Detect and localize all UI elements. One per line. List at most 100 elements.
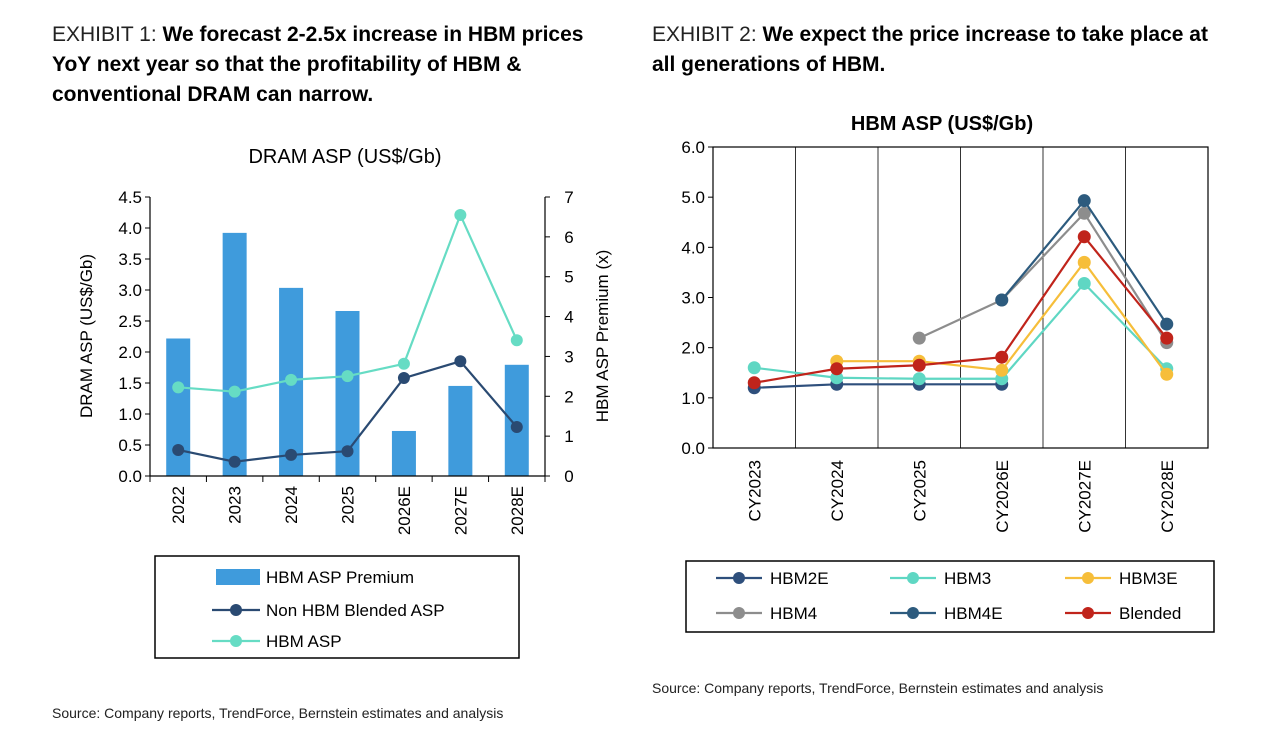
- legend-swatch-dot-hbm-asp: [230, 635, 242, 647]
- point-blended-cy2027e: [1077, 230, 1091, 244]
- exhibit2-heading: EXHIBIT 2: We expect the price increase …: [652, 20, 1232, 80]
- point-hbm-asp-2028e: [510, 334, 523, 347]
- series-line-hbm3: [754, 281, 1168, 380]
- chart2-y-tick-label: 1.0: [681, 389, 705, 408]
- legend-swatch-dot-hbm3: [907, 572, 919, 584]
- legend-label-hbm4e: HBM4E: [944, 604, 1003, 623]
- chart2-y-tick-label: 5.0: [681, 188, 705, 207]
- legend-label-hbm-asp: HBM ASP: [266, 632, 342, 651]
- exhibit1-label: EXHIBIT 1:: [52, 23, 163, 46]
- legend-swatch-dot-hbm3e: [1082, 572, 1094, 584]
- exhibit2-source: Source: Company reports, TrendForce, Ber…: [652, 680, 1104, 696]
- point-non-hbm-blended-asp-2024: [285, 448, 298, 461]
- point-non-hbm-blended-asp-2026e: [397, 372, 410, 385]
- chart1-y-tick-label: 0.0: [118, 467, 142, 486]
- chart2-x-tick-label: CY2025: [910, 460, 929, 521]
- point-hbm4e-cy2028e: [1160, 317, 1174, 331]
- exhibit2-title: We expect the price increase to take pla…: [652, 23, 1208, 76]
- point-hbm3e-cy2026e: [995, 363, 1009, 377]
- point-blended-cy2023: [747, 376, 761, 390]
- chart2-x-tick-label: CY2023: [745, 460, 764, 521]
- legend-swatch-dot-blended: [1082, 607, 1094, 619]
- legend-swatch-hbm-asp-premium: [216, 569, 260, 585]
- legend-swatch-dot-hbm4: [733, 607, 745, 619]
- chart2-x-tick-label: CY2028E: [1158, 460, 1177, 533]
- chart2-y-tick-label: 6.0: [681, 138, 705, 157]
- chart1-y-tick-label: 4.0: [118, 219, 142, 238]
- chart1-y2-tick-label: 0: [564, 467, 573, 486]
- chart1-y-tick-label: 4.5: [118, 188, 142, 207]
- chart1-title: DRAM ASP (US$/Gb): [248, 146, 441, 168]
- point-hbm4e-cy2027e: [1077, 194, 1091, 208]
- chart1-y2-tick-label: 7: [564, 188, 573, 207]
- chart1-x-tick-label: 2026E: [395, 486, 414, 535]
- chart2-y-tick-label: 0.0: [681, 439, 705, 458]
- point-hbm3e-cy2028e: [1160, 367, 1174, 381]
- point-hbm3-cy2027e: [1077, 276, 1091, 290]
- point-blended-cy2028e: [1160, 331, 1174, 345]
- chart1-x-tick-label: 2027E: [451, 486, 470, 535]
- chart2-x-tick-label: CY2027E: [1075, 460, 1094, 533]
- chart2-x-tick-label: CY2024: [828, 460, 847, 521]
- bar-2028e: [504, 364, 529, 476]
- series-line-hbm2e: [754, 383, 1002, 389]
- chart1-x-tick-label: 2023: [226, 486, 245, 524]
- chart1-y-tick-label: 1.0: [118, 405, 142, 424]
- chart1-y-tick-label: 3.5: [118, 250, 142, 269]
- legend-swatch-dot-non-hbm-blended-asp: [230, 604, 242, 616]
- point-non-hbm-blended-asp-2025: [341, 445, 354, 458]
- point-non-hbm-blended-asp-2022: [172, 443, 185, 456]
- chart1-x-tick-label: 2028E: [508, 486, 527, 535]
- point-blended-cy2026e: [995, 350, 1009, 364]
- chart1-y-tick-label: 2.0: [118, 343, 142, 362]
- exhibit1-source: Source: Company reports, TrendForce, Ber…: [52, 705, 504, 721]
- exhibit1-title: We forecast 2-2.5x increase in HBM price…: [52, 23, 584, 106]
- point-hbm-asp-2022: [172, 381, 185, 394]
- legend-swatch-dot-hbm4e: [907, 607, 919, 619]
- point-hbm-asp-2026e: [397, 357, 410, 370]
- point-non-hbm-blended-asp-2027e: [454, 355, 467, 368]
- chart1-y2-tick-label: 1: [564, 427, 573, 446]
- chart2: HBM ASP (US$/Gb) 0.0 1.0 2.0 3.0 4.0 5.0 6.0 CY…: [681, 113, 1215, 633]
- chart2-title: HBM ASP (US$/Gb): [851, 113, 1033, 135]
- series-line-hbm4: [918, 211, 1168, 344]
- exhibit2-label: EXHIBIT 2:: [652, 23, 763, 46]
- point-blended-cy2025: [912, 358, 926, 372]
- bar-2026e: [391, 430, 416, 476]
- legend-label-blended: Blended: [1119, 604, 1181, 623]
- chart1-x-tick-label: 2024: [282, 486, 301, 524]
- legend-label-hbm2e: HBM2E: [770, 569, 829, 588]
- chart2-y-tick-label: 4.0: [681, 238, 705, 257]
- point-non-hbm-blended-asp-2023: [228, 455, 241, 468]
- point-hbm3-cy2024: [830, 371, 844, 385]
- point-blended-cy2024: [830, 362, 844, 376]
- legend-label-hbm4: HBM4: [770, 604, 817, 623]
- chart1-y-tick-label: 2.5: [118, 312, 142, 331]
- chart1-y2-tick-label: 4: [564, 308, 573, 327]
- exhibit1-heading: EXHIBIT 1: We forecast 2-2.5x increase i…: [52, 20, 612, 110]
- legend-swatch-dot-hbm2e: [733, 572, 745, 584]
- chart1-x-tick-label: 2025: [339, 486, 358, 524]
- chart1: DRAM ASP (US$/Gb) 0.0 0.5 1.0 1.5 2.0 2.5 3.0 3…: [77, 146, 612, 659]
- chart2-y-tick-label: 2.0: [681, 339, 705, 358]
- chart1-y-tick-label: 0.5: [118, 436, 142, 455]
- point-hbm3e-cy2027e: [1077, 255, 1091, 269]
- bar-2027e: [448, 385, 473, 476]
- chart2-legend-box: [685, 560, 1215, 633]
- point-non-hbm-blended-asp-2028e: [510, 421, 523, 434]
- chart1-y2-tick-label: 6: [564, 228, 573, 247]
- chart1-y2-axis-label: HBM ASP Premium (x): [593, 250, 612, 423]
- chart1-y-axis-label: DRAM ASP (US$/Gb): [77, 254, 96, 418]
- chart2-x-tick-label: CY2026E: [993, 460, 1012, 533]
- point-hbm-asp-2027e: [454, 208, 467, 221]
- point-hbm4-cy2025: [912, 331, 926, 345]
- point-hbm-asp-2023: [228, 385, 241, 398]
- chart1-y2-tick-label: 5: [564, 268, 573, 287]
- point-hbm4e-cy2026e: [995, 293, 1009, 307]
- chart1-y2-tick-label: 3: [564, 347, 573, 366]
- chart2-y-tick-label: 3.0: [681, 289, 705, 308]
- point-hbm3-cy2025: [912, 372, 926, 386]
- chart1-y2-tick-label: 2: [564, 387, 573, 406]
- point-hbm4-cy2027e: [1077, 206, 1091, 220]
